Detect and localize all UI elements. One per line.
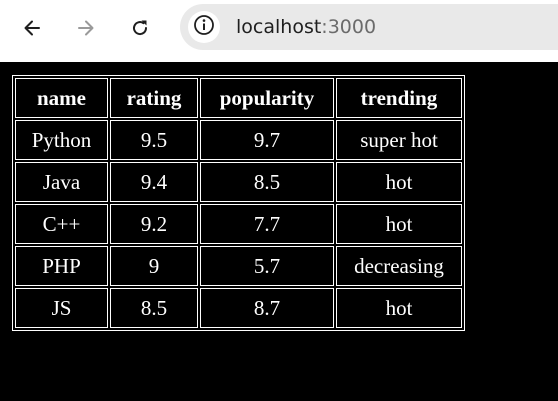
forward-button[interactable] [70, 12, 102, 44]
cell-popularity: 8.5 [200, 162, 334, 202]
arrow-left-icon [22, 18, 42, 38]
cell-popularity: 5.7 [200, 246, 334, 286]
arrow-right-icon [76, 18, 96, 38]
table-header-row: name rating popularity trending [15, 78, 462, 118]
cell-rating: 9.5 [110, 120, 198, 160]
page-content: name rating popularity trending Python 9… [0, 62, 558, 401]
cell-name: PHP [15, 246, 108, 286]
site-info-button[interactable] [188, 11, 220, 43]
cell-name: Python [15, 120, 108, 160]
info-icon [193, 14, 215, 40]
column-header-popularity: popularity [200, 78, 334, 118]
toolbar-divider [0, 56, 558, 62]
cell-trending: super hot [336, 120, 462, 160]
cell-name: C++ [15, 204, 108, 244]
column-header-name: name [15, 78, 108, 118]
column-header-rating: rating [110, 78, 198, 118]
cell-trending: decreasing [336, 246, 462, 286]
cell-popularity: 8.7 [200, 288, 334, 328]
table-row: JS 8.5 8.7 hot [15, 288, 462, 328]
reload-icon [130, 18, 150, 38]
url-text[interactable]: localhost:3000 [236, 15, 376, 39]
cell-name: Java [15, 162, 108, 202]
back-button[interactable] [16, 12, 48, 44]
cell-rating: 9.2 [110, 204, 198, 244]
url-port: :3000 [321, 16, 377, 38]
url-host: localhost [236, 16, 322, 38]
cell-name: JS [15, 288, 108, 328]
cell-popularity: 7.7 [200, 204, 334, 244]
cell-popularity: 9.7 [200, 120, 334, 160]
cell-trending: hot [336, 204, 462, 244]
cell-rating: 9 [110, 246, 198, 286]
cell-rating: 9.4 [110, 162, 198, 202]
table-row: Python 9.5 9.7 super hot [15, 120, 462, 160]
column-header-trending: trending [336, 78, 462, 118]
table-row: PHP 9 5.7 decreasing [15, 246, 462, 286]
browser-toolbar: localhost:3000 [0, 0, 558, 56]
languages-table: name rating popularity trending Python 9… [12, 75, 465, 331]
cell-trending: hot [336, 288, 462, 328]
table-row: Java 9.4 8.5 hot [15, 162, 462, 202]
cell-rating: 8.5 [110, 288, 198, 328]
cell-trending: hot [336, 162, 462, 202]
reload-button[interactable] [124, 12, 156, 44]
address-bar[interactable]: localhost:3000 [180, 4, 558, 50]
table-row: C++ 9.2 7.7 hot [15, 204, 462, 244]
